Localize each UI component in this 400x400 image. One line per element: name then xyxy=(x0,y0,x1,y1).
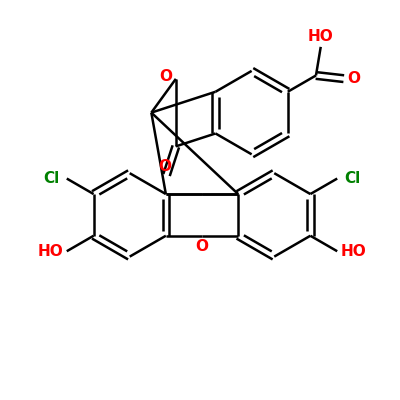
Text: O: O xyxy=(347,71,360,86)
Text: HO: HO xyxy=(341,244,367,259)
Text: Cl: Cl xyxy=(344,171,360,186)
Text: Cl: Cl xyxy=(44,171,60,186)
Text: O: O xyxy=(158,159,171,174)
Text: O: O xyxy=(160,69,172,84)
Text: HO: HO xyxy=(37,244,63,259)
Text: O: O xyxy=(196,239,208,254)
Text: HO: HO xyxy=(308,30,334,44)
